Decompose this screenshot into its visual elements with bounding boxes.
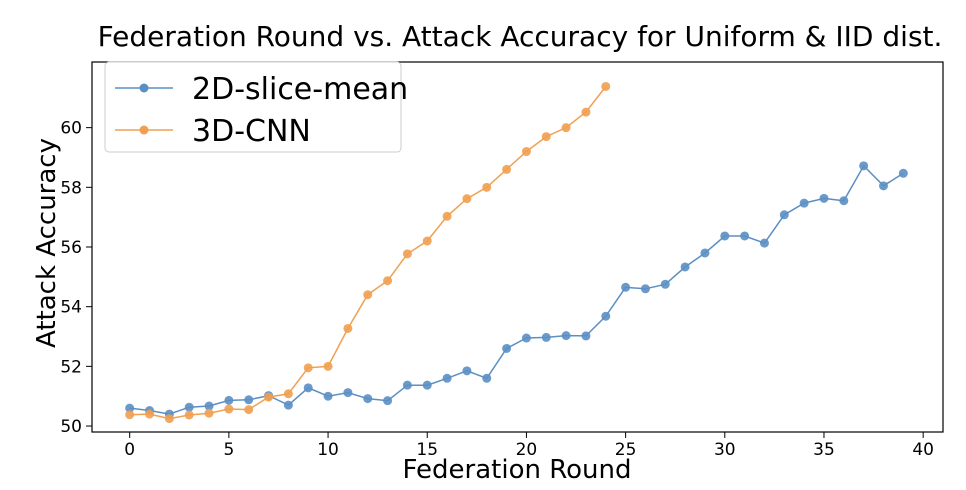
data-point (442, 373, 452, 383)
data-point (859, 161, 869, 171)
data-point (383, 396, 393, 406)
data-point (343, 323, 353, 333)
x-axis-label: Federation Round (403, 455, 632, 485)
data-point (779, 210, 789, 220)
data-point (462, 366, 472, 376)
data-point (521, 147, 531, 157)
data-point (224, 395, 234, 405)
data-point (442, 211, 452, 221)
x-tick-label: 20 (516, 440, 538, 460)
data-point (799, 198, 809, 208)
data-point (740, 231, 750, 241)
x-tick-label: 30 (714, 440, 736, 460)
data-point (680, 262, 690, 272)
data-point (660, 279, 670, 289)
y-tick-label: 54 (60, 298, 82, 318)
data-point (323, 361, 333, 371)
x-tick-label: 25 (615, 440, 637, 460)
data-point (462, 194, 472, 204)
data-point (303, 363, 313, 373)
data-point (759, 238, 769, 248)
data-point (819, 193, 829, 203)
x-tick-label: 5 (223, 440, 234, 460)
data-point (521, 333, 531, 343)
data-point (383, 276, 393, 286)
legend-marker (139, 83, 149, 93)
data-point (244, 405, 254, 415)
legend: 2D-slice-mean 3D-CNN (104, 61, 408, 153)
data-point (303, 383, 313, 393)
data-point (264, 392, 274, 402)
data-point (363, 290, 373, 300)
data-point (839, 196, 849, 206)
data-point (283, 389, 293, 399)
legend-entry-label: 2D-slice-mean (192, 72, 408, 107)
data-point (224, 404, 234, 414)
x-tick-label: 10 (317, 440, 339, 460)
data-point (878, 181, 888, 191)
data-point (482, 373, 492, 383)
data-point (601, 81, 611, 91)
x-tick-label: 0 (124, 440, 135, 460)
x-tick-label: 40 (912, 440, 934, 460)
data-point (125, 410, 135, 420)
data-point (581, 331, 591, 341)
data-point (640, 284, 650, 294)
data-point (898, 168, 908, 178)
data-point (184, 410, 194, 420)
y-tick-label: 56 (60, 238, 82, 258)
y-tick-label: 58 (60, 178, 82, 198)
data-point (204, 401, 214, 411)
data-point (244, 395, 254, 405)
data-point (720, 231, 730, 241)
data-point (502, 164, 512, 174)
data-point (283, 400, 293, 410)
y-tick-label: 60 (60, 119, 82, 139)
x-tick-label: 15 (416, 440, 438, 460)
data-point (502, 343, 512, 353)
data-point (541, 132, 551, 142)
legend-entry-label: 3D-CNN (192, 114, 311, 149)
data-point (323, 391, 333, 401)
data-point (482, 182, 492, 192)
series-2d-slice-mean (125, 161, 908, 419)
chart-title: Federation Round vs. Attack Accuracy for… (98, 20, 943, 53)
series-3d-cnn (125, 81, 611, 424)
data-point (561, 123, 571, 133)
legend-marker (139, 125, 149, 135)
data-point (164, 414, 174, 424)
data-point (561, 331, 571, 341)
data-point (363, 394, 373, 404)
data-point (145, 409, 155, 419)
data-point (700, 248, 710, 258)
series-line (129, 164, 904, 415)
y-axis-label: Attack Accuracy (32, 138, 62, 348)
data-point (125, 403, 135, 413)
data-point (402, 380, 412, 390)
data-point (541, 332, 551, 342)
x-tick-label: 35 (813, 440, 835, 460)
data-point (422, 380, 432, 390)
data-point (601, 311, 611, 321)
plot-area: 0 5 10 15 20 25 30 35 40 50 52 54 56 58 60 2D-slice-mea… (60, 61, 944, 460)
data-point (204, 408, 214, 418)
data-point (343, 388, 353, 398)
data-point (402, 249, 412, 259)
data-point (184, 402, 194, 412)
y-tick-label: 50 (60, 417, 82, 437)
y-tick-label: 52 (60, 357, 82, 377)
data-point (621, 282, 631, 292)
legend-box (104, 61, 402, 153)
data-point (581, 107, 591, 117)
data-point (422, 236, 432, 246)
